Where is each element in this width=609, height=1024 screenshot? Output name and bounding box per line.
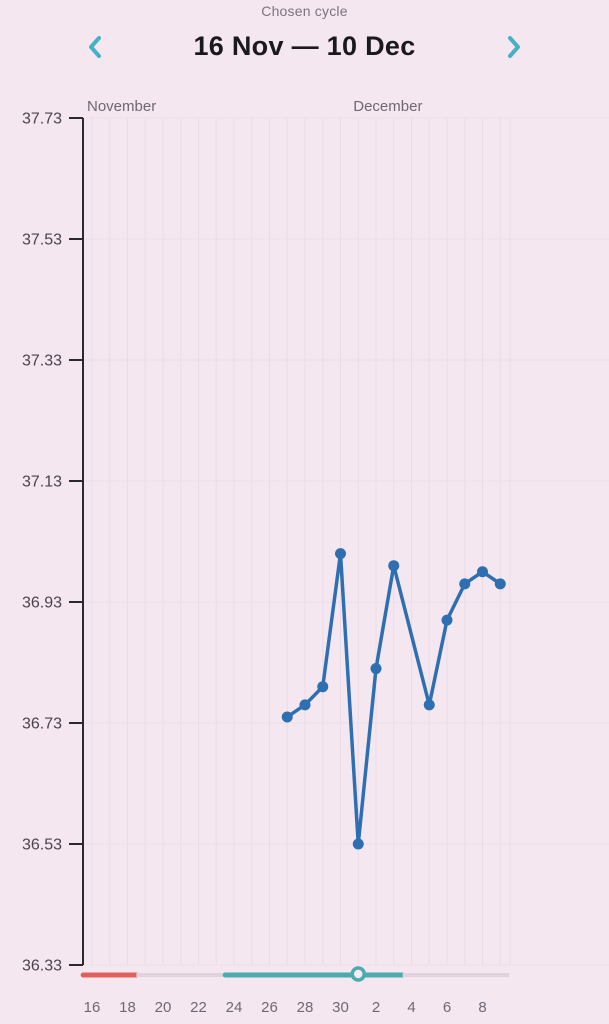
temperature-point[interactable] [335,548,346,560]
x-axis-day-label: 30 [332,999,349,1016]
x-axis-day-label: 6 [443,999,451,1016]
x-axis-day-label: 22 [190,999,207,1016]
x-axis-day-label: 20 [155,999,172,1016]
temperature-point[interactable] [299,699,311,711]
cycle-date-range: 16 Nov — 10 Dec [193,31,416,61]
chosen-cycle-label: Chosen cycle [261,3,348,19]
y-axis-label: 36.53 [22,837,62,854]
temperature-point[interactable] [388,560,400,572]
cycle-nav: 16 Nov — 10 Dec [0,26,609,66]
next-cycle-button[interactable] [496,30,530,64]
y-axis-label: 37.13 [22,474,62,491]
temperature-point[interactable] [370,663,382,675]
x-axis-day-label: 16 [84,999,101,1016]
x-axis-day-label: 18 [119,999,136,1016]
temperature-point[interactable] [459,578,471,590]
y-axis-label: 37.73 [22,111,62,128]
chevron-right-icon [500,34,526,60]
y-axis-label: 36.73 [22,716,62,733]
month-label: November [87,98,156,115]
temperature-point[interactable] [423,699,435,711]
previous-cycle-button[interactable] [79,30,113,64]
chevron-left-icon [83,34,109,60]
temperature-point[interactable] [494,578,506,590]
temperature-point[interactable] [281,711,293,723]
x-axis-day-label: 24 [226,999,243,1016]
temperature-point[interactable] [352,838,364,850]
temperature-point[interactable] [317,681,329,693]
timeline-handle[interactable] [350,966,366,982]
temperature-point[interactable] [477,566,488,578]
x-axis-day-label: 4 [407,999,415,1016]
y-axis-label: 36.93 [22,595,62,612]
month-label: December [353,98,422,115]
temperature-point[interactable] [441,614,453,626]
x-axis-day-label: 2 [372,999,380,1016]
x-axis-day-label: 28 [297,999,314,1016]
y-axis-label: 37.33 [22,353,62,370]
y-axis-label: 37.53 [22,232,62,249]
y-axis-label: 36.33 [22,958,62,975]
chart-header: Chosen cycle 16 Nov — 10 Dec [0,0,609,66]
x-axis-day-label: 8 [478,999,486,1016]
x-axis-day-label: 26 [261,999,278,1016]
